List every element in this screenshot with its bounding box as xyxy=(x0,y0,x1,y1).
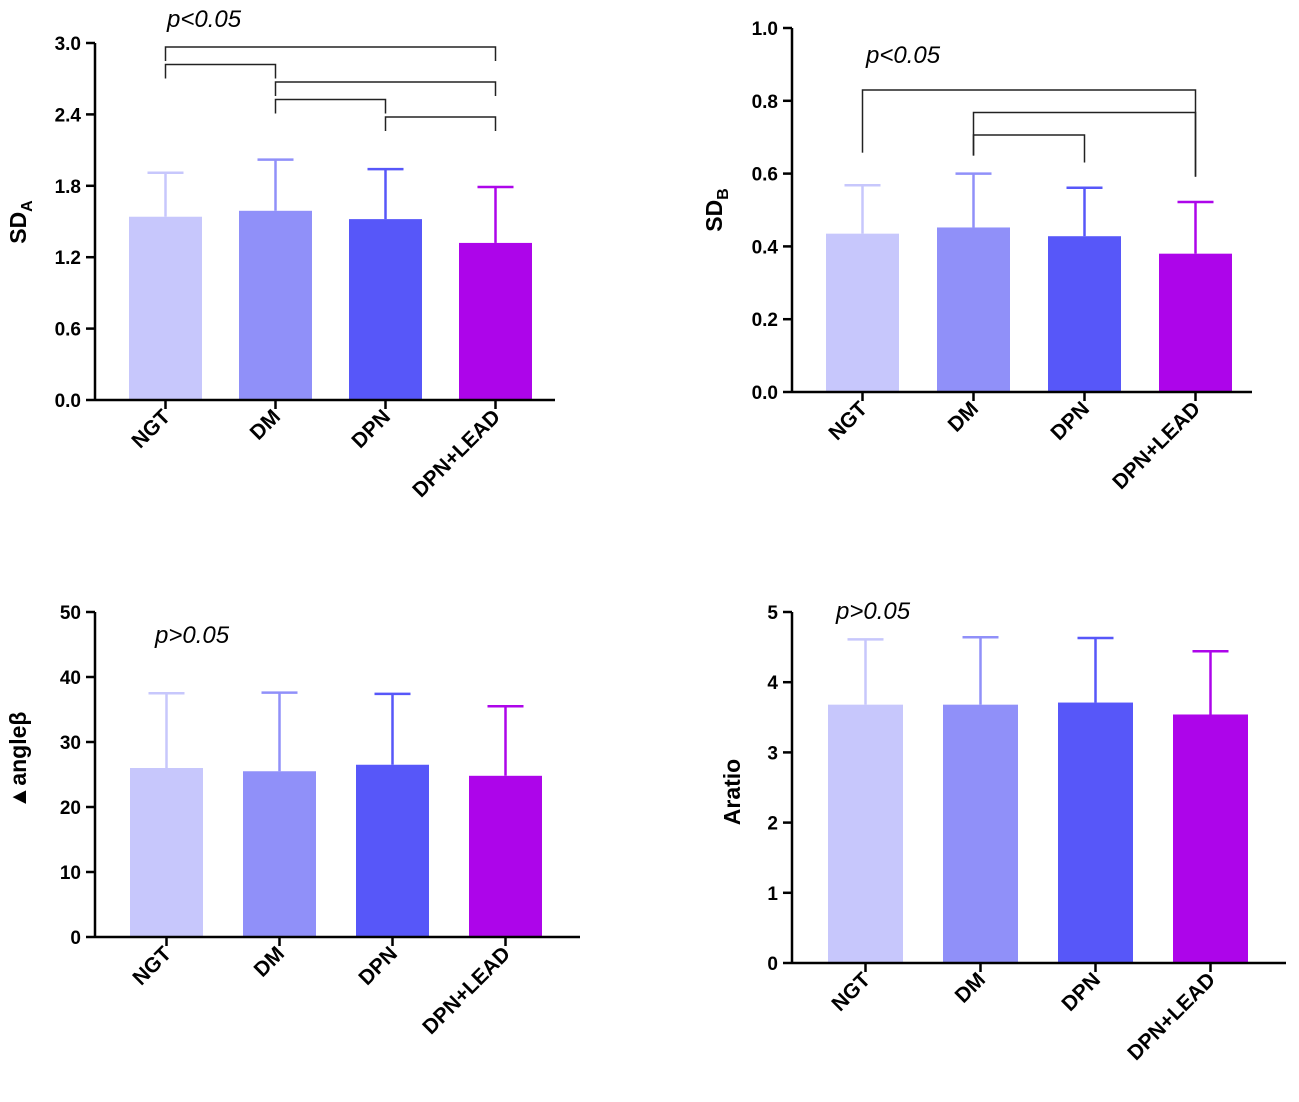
y-tick-label: 20 xyxy=(60,798,81,819)
x-tick-label: DPN+LEAD xyxy=(408,405,505,502)
y-axis-title: SDA xyxy=(5,200,36,244)
bar-dm xyxy=(239,211,312,400)
y-tick-label: 0.6 xyxy=(55,320,81,341)
bar-dpn-lead xyxy=(1159,254,1232,392)
y-axis-title: ▲angleβ xyxy=(5,712,31,809)
x-tick-label: DM xyxy=(246,405,285,444)
significance-bracket xyxy=(974,135,1085,149)
y-tick-label: 3 xyxy=(767,743,778,764)
p-value-annotation: p<0.05 xyxy=(166,6,242,33)
y-tick-label: 1 xyxy=(767,884,778,905)
panel-top-left: 0.0 0.6 1.2 1.8 2.4 3.0 NGT DM DPN DPN+LEAD SDA p<0… xyxy=(5,6,555,502)
bar-dpn-lead xyxy=(469,776,542,937)
significance-bracket xyxy=(386,117,496,131)
y-tick-label: 0.6 xyxy=(752,165,778,186)
x-tick-label: DPN xyxy=(347,405,395,453)
y-tick-label: 0.0 xyxy=(55,391,81,412)
y-tick-label: 0.4 xyxy=(752,237,779,258)
y-tick-label: 5 xyxy=(767,603,778,624)
bar-ngt xyxy=(130,768,203,937)
bar-dm xyxy=(943,705,1018,963)
x-tick-label: DPN+LEAD xyxy=(1108,397,1205,494)
y-tick-label: 1.8 xyxy=(55,177,81,198)
bar-dpn xyxy=(1058,703,1133,963)
x-tick-label: DPN xyxy=(354,942,402,990)
y-tick-label: 2 xyxy=(767,814,778,835)
y-tick-label: 0 xyxy=(767,954,778,975)
y-tick-label: 30 xyxy=(60,733,81,754)
figure: 0.0 0.6 1.2 1.8 2.4 3.0 NGT DM DPN DPN+LEAD SDA p<0… xyxy=(0,0,1299,1102)
bar-dpn xyxy=(356,765,429,937)
significance-bracket xyxy=(166,65,276,79)
significance-bracket xyxy=(974,113,1196,127)
bar-dm xyxy=(937,227,1010,392)
bar-dm xyxy=(243,771,316,937)
x-tick-label: DPN xyxy=(1046,397,1094,445)
y-tick-label: 10 xyxy=(60,863,81,884)
y-tick-label: 4 xyxy=(767,673,778,694)
bar-ngt xyxy=(129,217,202,400)
y-axis-title: Aratio xyxy=(719,759,745,825)
x-tick-label: NGT xyxy=(128,942,176,990)
x-tick-label: NGT xyxy=(127,405,175,453)
bar-dpn xyxy=(1048,236,1121,392)
y-tick-label: 0.2 xyxy=(752,310,778,331)
panel-top-right: 0.0 0.2 0.4 0.6 0.8 1.0 NGT DM DPN DPN+LEAD SDB p<0… xyxy=(701,19,1252,494)
bar-ngt xyxy=(828,705,903,963)
y-tick-label: 0.8 xyxy=(752,92,778,113)
x-tick-label: DPN+LEAD xyxy=(418,942,515,1039)
y-tick-label: 0.0 xyxy=(752,383,778,404)
bar-dpn-lead xyxy=(459,243,532,400)
bar-dpn xyxy=(349,219,422,400)
x-tick-label: NGT xyxy=(827,968,875,1016)
y-tick-label: 50 xyxy=(60,603,81,624)
significance-bracket xyxy=(166,47,496,61)
significance-bracket xyxy=(276,82,496,96)
x-tick-label: DPN xyxy=(1057,968,1105,1016)
significance-bracket xyxy=(863,90,1196,104)
y-axis-title: SDB xyxy=(701,188,732,232)
y-tick-label: 40 xyxy=(60,668,81,689)
x-tick-label: DM xyxy=(944,397,983,436)
significance-bracket xyxy=(276,100,386,114)
x-tick-label: DM xyxy=(951,968,990,1007)
y-tick-label: 1.2 xyxy=(55,248,81,269)
panel-bottom-left: 0 10 20 30 40 50 NGT DM DPN DPN+LEAD ▲angleβ p>0.05 xyxy=(5,603,580,1039)
bar-ngt xyxy=(826,234,899,392)
x-tick-label: NGT xyxy=(824,397,872,445)
y-tick-label: 3.0 xyxy=(55,34,81,55)
bar-dpn-lead xyxy=(1173,714,1248,963)
y-tick-label: 0 xyxy=(70,928,81,949)
p-value-annotation: p>0.05 xyxy=(154,622,230,649)
p-value-annotation: p>0.05 xyxy=(835,598,911,625)
x-tick-label: DM xyxy=(250,942,289,981)
panel-bottom-right: 0 1 2 3 4 5 NGT DM DPN DPN+LEAD Aratio p>0.05 xyxy=(719,598,1286,1065)
y-tick-label: 1.0 xyxy=(752,19,778,40)
y-tick-label: 2.4 xyxy=(55,105,82,126)
x-tick-label: DPN+LEAD xyxy=(1123,968,1220,1065)
p-value-annotation: p<0.05 xyxy=(865,42,941,69)
